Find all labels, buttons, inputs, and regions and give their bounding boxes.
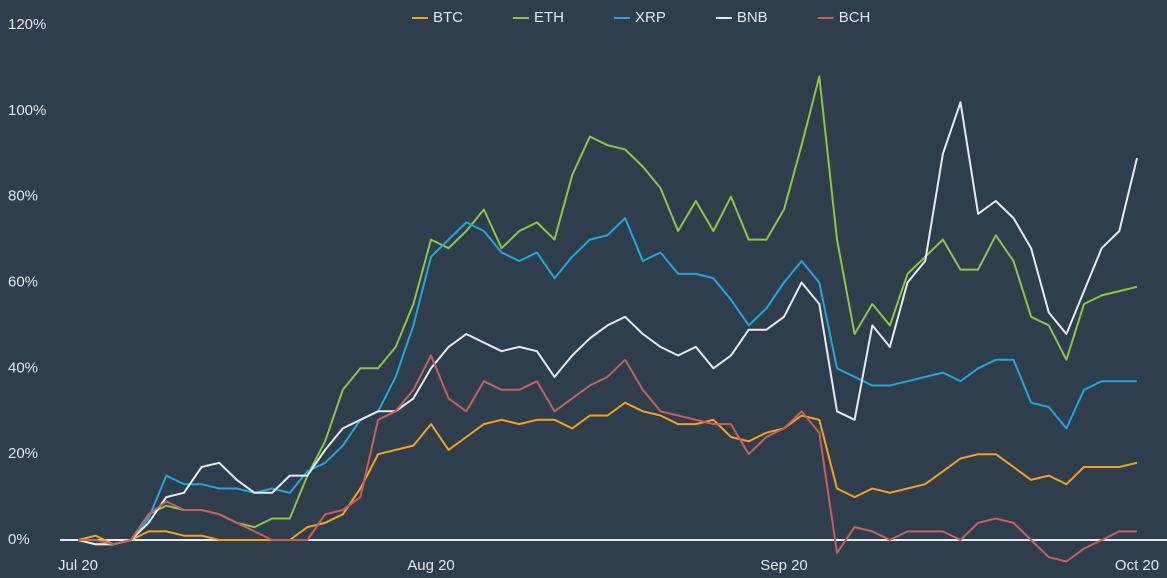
legend-label: BNB xyxy=(737,9,768,26)
y-tick-label: 100% xyxy=(8,102,46,119)
y-tick-label: 120% xyxy=(8,16,46,33)
legend-label: BCH xyxy=(839,9,871,26)
series-line xyxy=(77,75,1138,546)
series-line xyxy=(77,101,1138,546)
legend-label: BTC xyxy=(433,9,463,26)
legend-label: XRP xyxy=(635,9,666,26)
x-tick-label: Sep 20 xyxy=(760,557,808,574)
legend-label: ETH xyxy=(534,9,564,26)
y-tick-label: 0% xyxy=(8,531,30,548)
x-tick-label: Jul 20 xyxy=(58,557,98,574)
y-tick-label: 60% xyxy=(8,273,38,290)
series-line xyxy=(78,354,1137,563)
x-tick-label: Oct 20 xyxy=(1115,557,1159,574)
x-tick-label: Aug 20 xyxy=(407,557,455,574)
y-tick-label: 20% xyxy=(8,445,38,462)
y-tick-label: 80% xyxy=(8,188,38,205)
y-tick-label: 40% xyxy=(8,359,38,376)
series-line xyxy=(77,401,1138,546)
